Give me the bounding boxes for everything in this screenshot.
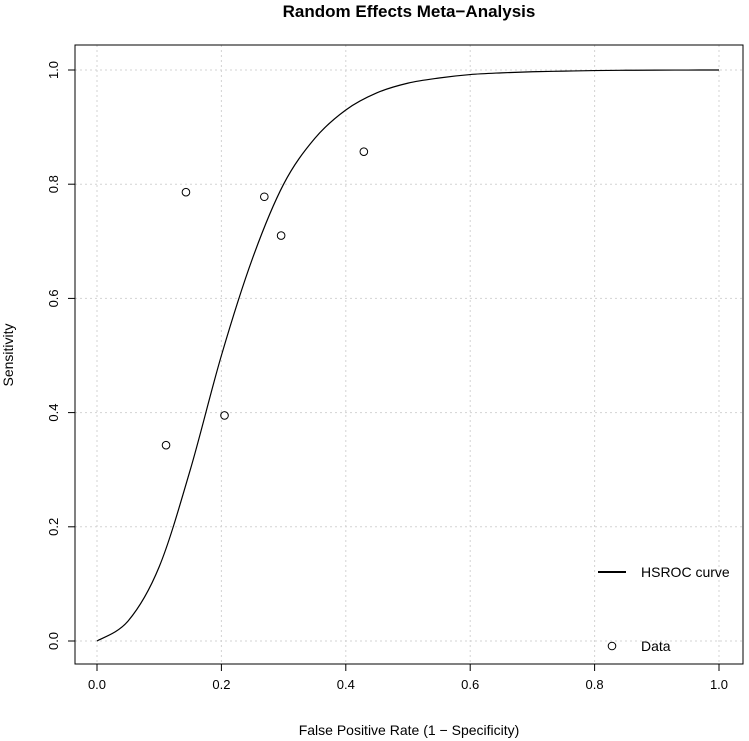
- x-axis: 0.0 0.2 0.4 0.6 0.8 1.0: [88, 664, 728, 692]
- y-axis: 0.0 0.2 0.4 0.6 0.8 1.0: [46, 61, 75, 650]
- x-tick-label: 1.0: [710, 677, 728, 692]
- y-tick-label: 0.0: [46, 632, 61, 650]
- legend-label-hsroc: HSROC curve: [641, 564, 730, 580]
- legend: HSROC curve Data: [598, 564, 730, 654]
- data-point: [260, 192, 269, 202]
- data-point: [359, 147, 369, 156]
- legend-label-data: Data: [641, 638, 671, 654]
- y-tick-label: 0.6: [46, 289, 61, 307]
- plot-frame: [74, 44, 744, 665]
- chart-title: Random Effects Meta−Analysis: [283, 2, 536, 21]
- x-axis-label: False Positive Rate (1 − Specificity): [299, 722, 520, 738]
- y-tick-label: 0.2: [46, 518, 61, 536]
- x-tick-label: 0.0: [88, 677, 106, 692]
- y-axis-label: Sensitivity: [0, 323, 16, 386]
- series-layer: [96, 69, 720, 642]
- x-tick-label: 0.8: [586, 677, 604, 692]
- hsroc-curve: [96, 69, 720, 642]
- y-tick-label: 0.4: [46, 404, 61, 422]
- x-tick-label: 0.4: [337, 677, 355, 692]
- grid: [75, 45, 743, 664]
- y-tick-label: 1.0: [46, 61, 61, 79]
- y-tick-label: 0.8: [46, 175, 61, 193]
- data-point: [181, 187, 191, 197]
- data-point: [276, 231, 286, 240]
- legend-circle-swatch: [607, 641, 617, 651]
- data-point: [161, 440, 171, 450]
- data-point: [220, 411, 229, 420]
- x-tick-label: 0.2: [212, 677, 230, 692]
- x-tick-label: 0.6: [461, 677, 479, 692]
